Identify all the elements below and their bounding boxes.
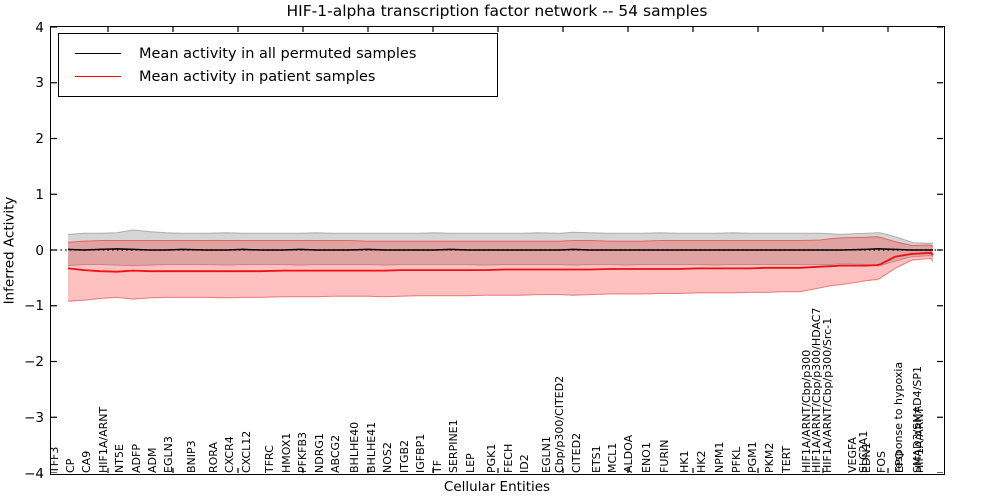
legend-line-swatch <box>75 76 121 77</box>
y-tick-label: −4 <box>24 465 44 482</box>
x-category-label: PGK1 <box>485 443 498 473</box>
legend-label: Mean activity in patient samples <box>139 68 376 85</box>
y-tick-label: −3 <box>24 409 44 426</box>
y-tick-label: 4 <box>35 19 44 36</box>
x-category-label: NPM1 <box>713 441 726 473</box>
x-category-label: FURIN <box>658 439 671 474</box>
x-category-label: TFF3 <box>48 446 61 473</box>
x-category-label: BHLHE40 <box>348 421 361 473</box>
x-category-label: PFKFB3 <box>296 431 309 473</box>
x-category-label: CITED2 <box>570 432 583 473</box>
x-axis-title: Cellular Entities <box>443 479 551 495</box>
x-category-label: PFKL <box>730 446 743 473</box>
x-category-label: ITGB2 <box>398 439 411 473</box>
x-category-label: RORA <box>207 441 220 473</box>
y-tick-label: −2 <box>24 354 44 370</box>
x-category-label: TERT <box>780 445 793 473</box>
x-category-label: CXCR4 <box>223 436 236 473</box>
legend-entry: Mean activity in patient samples <box>75 69 497 85</box>
x-category-label: BNIP3 <box>185 440 198 473</box>
legend-line-swatch <box>75 53 121 54</box>
band-edge <box>67 255 934 267</box>
x-category-label: ALDOA <box>622 434 635 473</box>
x-category-label: NOS2 <box>381 442 394 473</box>
y-tick-label: 1 <box>35 186 44 203</box>
plot-area <box>50 26 945 475</box>
x-category-label: PKM2 <box>763 442 776 473</box>
x-category-label: HIF1A/ARNT <box>97 406 110 473</box>
legend-entry: Mean activity in all permuted samples <box>75 46 497 62</box>
x-category-label: ETS1 <box>590 445 603 473</box>
x-category-label: ADM <box>146 447 159 474</box>
legend: Mean activity in all permuted samples Mea… <box>58 33 498 97</box>
x-category-label: TF <box>431 459 444 473</box>
chart-canvas <box>51 27 943 473</box>
y-tick-label: 0 <box>35 242 44 259</box>
x-category-label: CXCL12 <box>240 430 253 473</box>
x-category-label: MCL1 <box>606 442 619 473</box>
patient-mean-line <box>67 251 934 273</box>
x-category-label: SERPINE1 <box>447 419 460 473</box>
x-category-label: HIF1A/ARNT <box>913 406 926 473</box>
x-category-label: ENO1 <box>640 442 653 473</box>
x-category-label: EGLN3 <box>162 436 175 473</box>
x-category-label: EPO <box>893 450 906 473</box>
legend-label: Mean activity in all permuted samples <box>139 45 417 62</box>
x-category-label: NDRG1 <box>313 433 326 473</box>
x-category-label: ADFP <box>130 444 143 473</box>
x-category-label: TFRC <box>263 445 276 473</box>
x-category-label: EGLN1 <box>540 436 553 473</box>
x-category-label: FOS <box>875 451 888 473</box>
x-category-label: IGFBP1 <box>414 433 427 473</box>
x-category-label: FECH <box>502 443 515 473</box>
x-category-label: CP <box>64 458 77 473</box>
x-category-label: HMOX1 <box>280 432 293 473</box>
x-category-label: LEP <box>464 453 477 473</box>
x-category-label: EDN1 <box>860 442 873 473</box>
band-edge <box>67 236 934 248</box>
band <box>68 229 933 266</box>
x-category-label: HK1 <box>678 450 691 473</box>
x-category-label: PGM1 <box>746 441 759 473</box>
x-category-label: Cbp/p300/CITED2 <box>553 375 566 473</box>
y-tick-label: −1 <box>24 298 44 315</box>
x-category-label: NT5E <box>113 444 126 473</box>
y-tick-label: 3 <box>35 75 44 92</box>
x-category-label: CA9 <box>80 450 93 473</box>
x-category-label: HIF1A/ARNT/Cbp/p300/Src-1 <box>821 317 834 473</box>
x-category-label: HK2 <box>695 450 708 473</box>
chart-title: HIF-1-alpha transcription factor network… <box>286 2 708 20</box>
x-category-label: ID2 <box>518 454 531 473</box>
band-edge <box>67 257 934 302</box>
x-category-label: ABCG2 <box>329 434 342 473</box>
band-edge <box>67 229 934 244</box>
x-category-label: BHLHE41 <box>365 421 378 473</box>
y-tick-label: 2 <box>35 131 44 147</box>
